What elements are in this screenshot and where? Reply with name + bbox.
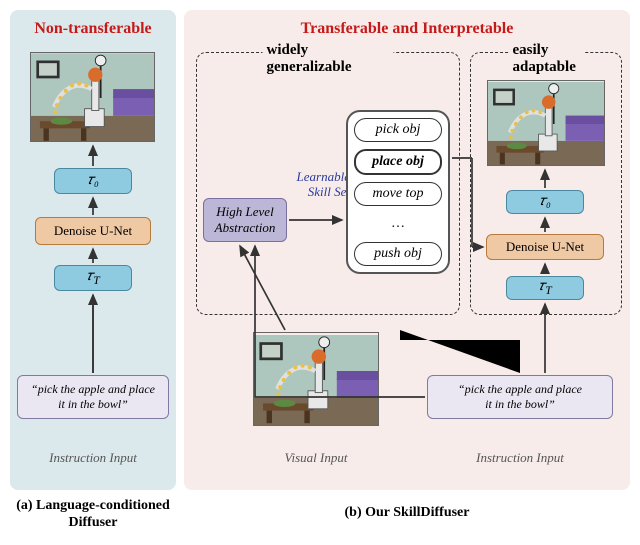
right-robot-image [487,80,605,166]
skill-set: pick obj place obj move top … push obj [346,110,450,274]
right-tau0: 𝜏₀ [506,190,584,214]
left-instruction-caption: Instruction Input [17,450,169,466]
skill-item-0: pick obj [354,118,442,142]
learnable-skill-set-label: Learnable Skill Set [290,170,350,200]
visual-input-caption: Visual Input [253,450,379,466]
skill-item-4: push obj [354,242,442,266]
left-robot-image [30,52,155,142]
high-level-abstraction: High Level Abstraction [203,198,287,242]
left-caption: (a) Language-conditioned Diffuser [10,498,176,532]
left-denoise-unet: Denoise U-Net [35,217,151,245]
left-instruction-text: “pick the apple and place it in the bowl… [31,382,155,412]
right-tauT: 𝜏T [506,276,584,300]
right-caption: (b) Our SkillDiffuser [184,505,630,521]
left-tau0: 𝜏₀ [54,168,132,194]
left-tauT: 𝜏T [54,265,132,291]
adaptable-title: easily adaptable [509,42,584,76]
skill-item-3: … [354,213,442,235]
skill-item-2: move top [354,182,442,206]
generalizable-title: widely generalizable [263,42,394,76]
left-tauT-label: 𝜏T [86,269,99,287]
high-level-abstraction-text: High Level Abstraction [215,204,276,235]
right-tauT-label: 𝜏T [538,279,551,297]
right-instruction-caption: Instruction Input [427,450,613,466]
left-instruction: “pick the apple and place it in the bowl… [17,375,169,419]
right-instruction-text: “pick the apple and place it in the bowl… [458,382,582,412]
skill-item-1: place obj [354,149,442,175]
right-instruction: “pick the apple and place it in the bowl… [427,375,613,419]
right-denoise-unet: Denoise U-Net [486,234,604,260]
left-panel-title: Non-transferable [10,20,176,38]
visual-input-image [253,332,379,426]
right-panel-title: Transferable and Interpretable [184,20,630,38]
